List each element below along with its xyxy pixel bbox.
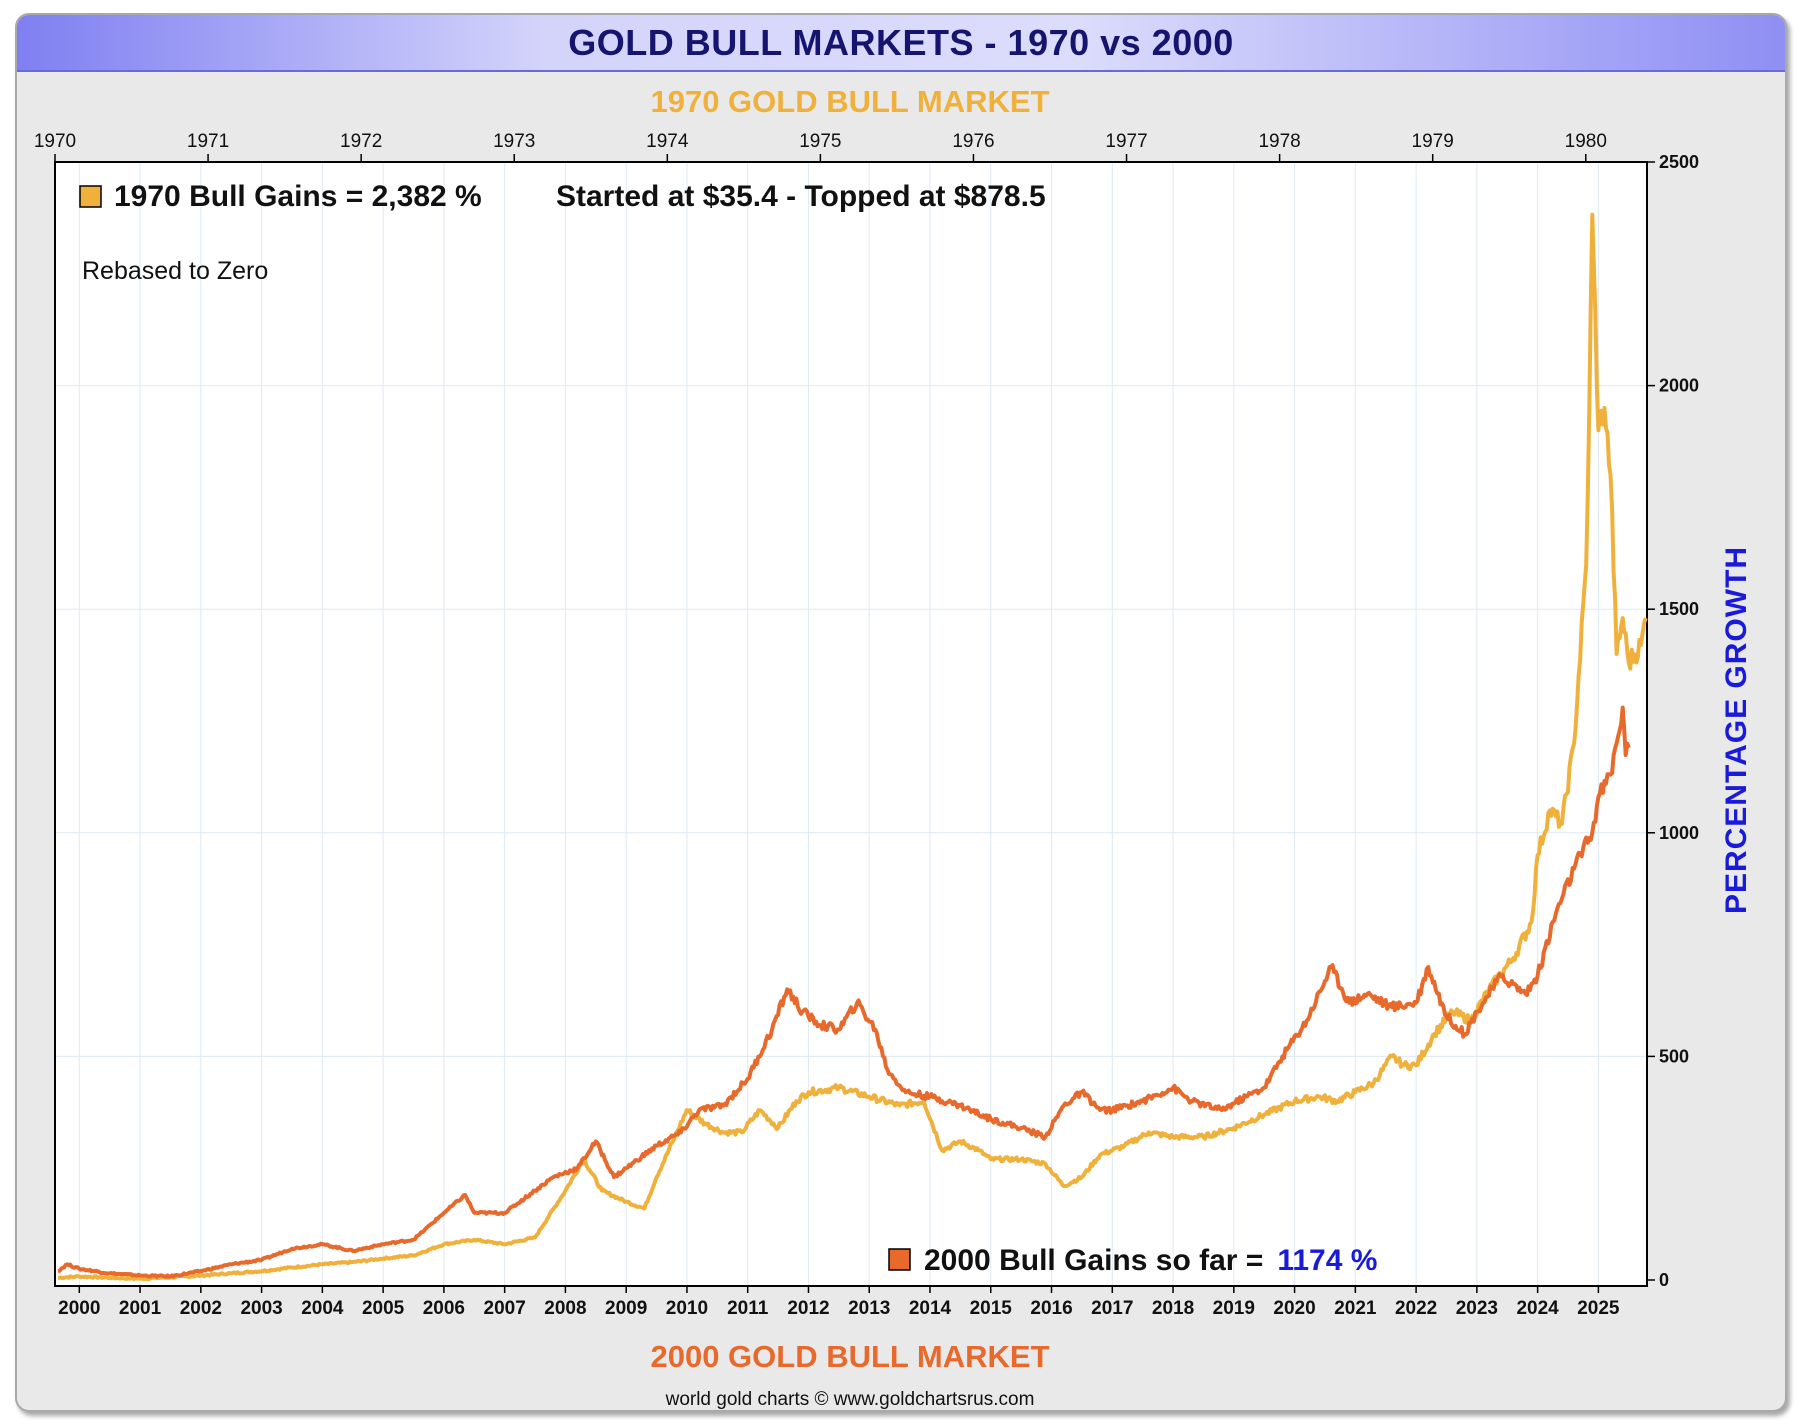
bottom-tick-label-2001: 2001 (119, 1298, 162, 1319)
chart-title: GOLD BULL MARKETS - 1970 vs 2000 (568, 21, 1234, 63)
y-tick-label-1500: 1500 (1659, 599, 1699, 619)
bottom-axis-title: 2000 GOLD BULL MARKET (650, 1339, 1049, 1374)
top-tick-label-1972: 1972 (340, 131, 382, 152)
bottom-tick-label-2024: 2024 (1516, 1298, 1559, 1319)
bottom-tick-label-2012: 2012 (787, 1298, 829, 1319)
top-tick-label-1974: 1974 (646, 131, 689, 152)
bottom-tick-label-2006: 2006 (423, 1298, 465, 1319)
bottom-tick-label-2000: 2000 (58, 1298, 100, 1319)
bottom-tick-label-2004: 2004 (301, 1298, 344, 1319)
bottom-tick-label-2013: 2013 (848, 1298, 890, 1319)
title-bar: GOLD BULL MARKETS - 1970 vs 2000 (17, 15, 1785, 72)
bottom-tick-label-2022: 2022 (1395, 1298, 1437, 1319)
series-line-2000 (57, 705, 1631, 1279)
bottom-tick-label-2005: 2005 (362, 1298, 405, 1319)
y-tick-label-2000: 2000 (1659, 376, 1699, 396)
bottom-tick-label-2020: 2020 (1273, 1298, 1315, 1319)
y-tick-label-500: 500 (1659, 1046, 1689, 1066)
y-tick-label-0: 0 (1659, 1270, 1669, 1290)
top-tick-label-1978: 1978 (1258, 131, 1300, 152)
top-tick-label-1971: 1971 (187, 131, 229, 152)
legend-2000-swatch (888, 1248, 911, 1271)
bottom-tick-label-2018: 2018 (1152, 1298, 1194, 1319)
credit-text: world gold charts © www.goldchartsrus.co… (665, 1389, 1035, 1410)
bottom-tick-label-2023: 2023 (1456, 1298, 1498, 1319)
top-tick-label-1975: 1975 (799, 131, 841, 152)
top-tick-label-1976: 1976 (952, 131, 994, 152)
bottom-tick-label-2025: 2025 (1577, 1298, 1620, 1319)
bottom-tick-label-2002: 2002 (180, 1298, 222, 1319)
bottom-tick-label-2015: 2015 (970, 1298, 1013, 1319)
top-axis-title: 1970 GOLD BULL MARKET (650, 84, 1049, 119)
bottom-tick-label-2016: 2016 (1030, 1298, 1072, 1319)
series-group (57, 212, 1648, 1282)
bottom-tick-label-2010: 2010 (666, 1298, 708, 1319)
rebased-note: Rebased to Zero (82, 257, 268, 285)
axes: 0 500 1000 1500 2000 2500 1970 1971 1972 1973 1974… (34, 131, 1699, 1319)
legend-1970-detail: Started at $35.4 - Topped at $878.5 (556, 180, 1046, 213)
bottom-tick-label-2021: 2021 (1334, 1298, 1377, 1319)
top-tick-label-1973: 1973 (493, 131, 535, 152)
legend-2000-text: 2000 Bull Gains so far = 1174 % (924, 1244, 1377, 1277)
series-line-1970 (57, 212, 1648, 1282)
bottom-tick-label-2014: 2014 (909, 1298, 952, 1319)
top-tick-label-1977: 1977 (1105, 131, 1147, 152)
legend-1970-swatch (79, 185, 102, 208)
bottom-tick-label-2008: 2008 (544, 1298, 586, 1319)
bottom-tick-label-2003: 2003 (240, 1298, 282, 1319)
bottom-tick-label-2011: 2011 (727, 1298, 769, 1319)
y-tick-label-2500: 2500 (1659, 152, 1699, 172)
bottom-tick-label-2007: 2007 (484, 1298, 526, 1319)
plot-area (54, 161, 1648, 1287)
bottom-tick-label-2019: 2019 (1213, 1298, 1255, 1319)
bottom-tick-label-2009: 2009 (605, 1298, 647, 1319)
legend-2000-value: 1174 % (1277, 1244, 1377, 1277)
bottom-tick-label-2017: 2017 (1091, 1298, 1133, 1319)
top-tick-label-1979: 1979 (1412, 131, 1454, 152)
y-axis-label: PERCENTAGE GROWTH (1720, 546, 1753, 914)
y-tick-label-1000: 1000 (1659, 823, 1699, 843)
legend-2000-label: 2000 Bull Gains so far = (924, 1244, 1263, 1277)
top-tick-label-1980: 1980 (1565, 131, 1607, 152)
legend-1970-label: 1970 Bull Gains = 2,382 % (114, 180, 482, 213)
top-tick-label-1970: 1970 (34, 131, 76, 152)
